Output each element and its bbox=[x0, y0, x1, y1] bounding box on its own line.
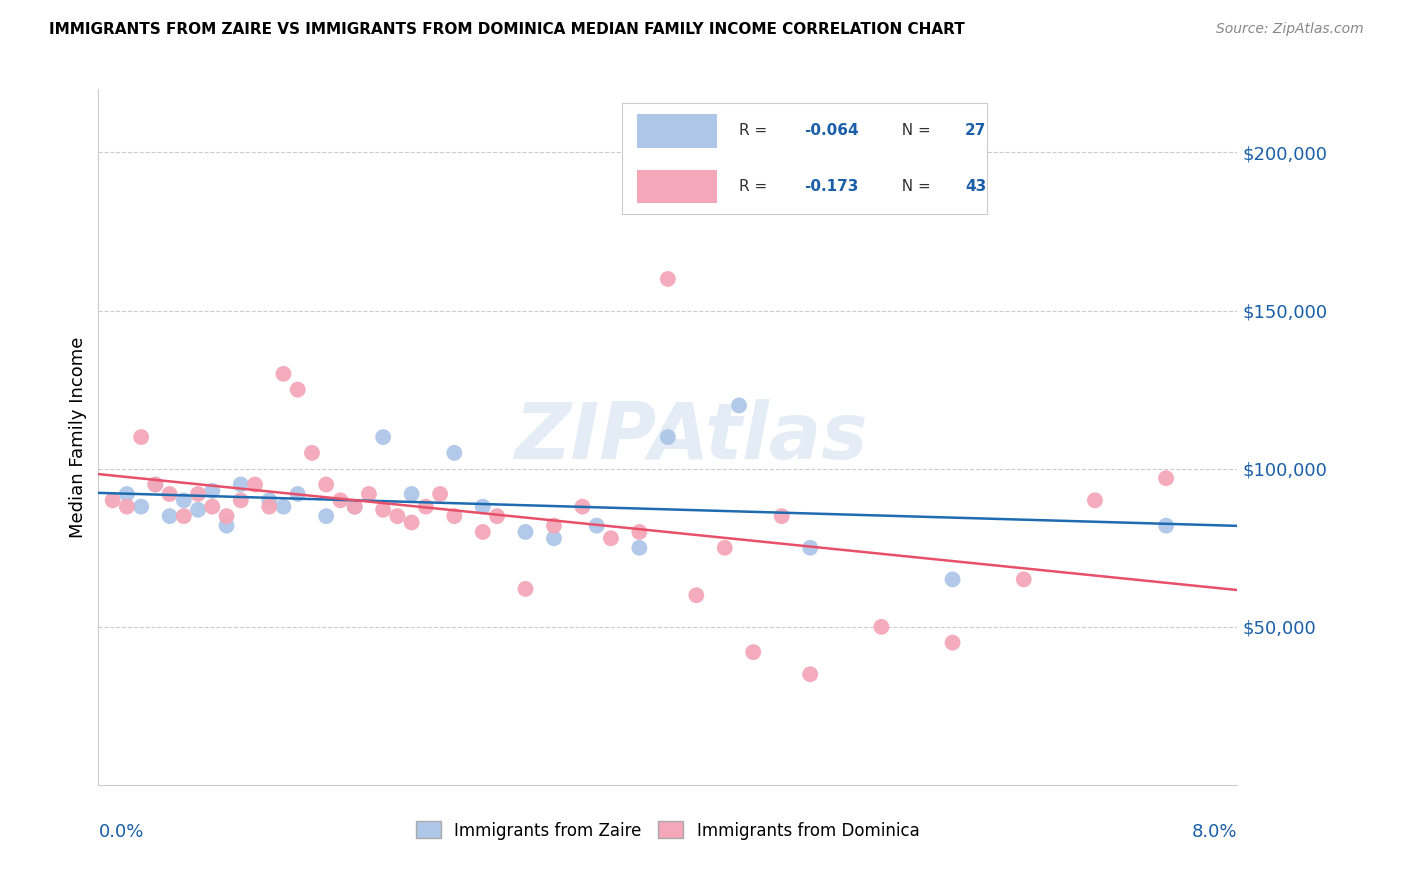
Point bbox=[443, 446, 465, 460]
Point bbox=[870, 620, 893, 634]
Point bbox=[471, 500, 494, 514]
Text: 8.0%: 8.0% bbox=[1192, 823, 1237, 841]
Point bbox=[315, 477, 337, 491]
Point bbox=[942, 573, 965, 587]
Point bbox=[628, 524, 651, 539]
Point bbox=[273, 367, 295, 381]
Y-axis label: Median Family Income: Median Family Income bbox=[69, 336, 87, 538]
Point bbox=[215, 509, 238, 524]
Text: ZIPAtlas: ZIPAtlas bbox=[513, 399, 868, 475]
Point bbox=[429, 487, 451, 501]
Point bbox=[515, 582, 537, 596]
Point bbox=[799, 541, 821, 555]
Point bbox=[145, 477, 167, 491]
Point bbox=[371, 430, 394, 444]
Point bbox=[799, 667, 821, 681]
Point bbox=[401, 487, 423, 501]
Point bbox=[728, 399, 751, 413]
Legend: Immigrants from Zaire, Immigrants from Dominica: Immigrants from Zaire, Immigrants from D… bbox=[409, 814, 927, 847]
Point bbox=[742, 645, 765, 659]
Point bbox=[685, 588, 707, 602]
Point bbox=[287, 383, 309, 397]
Point bbox=[343, 500, 366, 514]
Text: Source: ZipAtlas.com: Source: ZipAtlas.com bbox=[1216, 22, 1364, 37]
Point bbox=[657, 272, 679, 286]
Point bbox=[215, 518, 238, 533]
Point bbox=[287, 487, 309, 501]
Point bbox=[173, 493, 195, 508]
Point bbox=[201, 500, 224, 514]
Point bbox=[1084, 493, 1107, 508]
Point bbox=[159, 509, 181, 524]
Text: IMMIGRANTS FROM ZAIRE VS IMMIGRANTS FROM DOMINICA MEDIAN FAMILY INCOME CORRELATI: IMMIGRANTS FROM ZAIRE VS IMMIGRANTS FROM… bbox=[49, 22, 965, 37]
Point bbox=[443, 509, 465, 524]
Point bbox=[187, 503, 209, 517]
Point bbox=[942, 635, 965, 649]
Point bbox=[415, 500, 437, 514]
Point bbox=[770, 509, 793, 524]
Point bbox=[714, 541, 737, 555]
Point bbox=[201, 483, 224, 498]
Point bbox=[101, 493, 124, 508]
Point bbox=[600, 531, 623, 545]
Point bbox=[159, 487, 181, 501]
Point bbox=[129, 430, 152, 444]
Point bbox=[259, 500, 281, 514]
Point bbox=[571, 500, 593, 514]
Point bbox=[301, 446, 323, 460]
Point bbox=[371, 503, 394, 517]
Text: 0.0%: 0.0% bbox=[98, 823, 143, 841]
Point bbox=[229, 477, 252, 491]
Point bbox=[145, 477, 167, 491]
Point bbox=[259, 493, 281, 508]
Point bbox=[471, 524, 494, 539]
Point bbox=[387, 509, 409, 524]
Point bbox=[273, 500, 295, 514]
Point bbox=[401, 516, 423, 530]
Point bbox=[543, 518, 565, 533]
Point bbox=[657, 430, 679, 444]
Point bbox=[329, 493, 352, 508]
Point bbox=[1154, 471, 1177, 485]
Point bbox=[486, 509, 509, 524]
Point bbox=[243, 477, 266, 491]
Point bbox=[1012, 573, 1035, 587]
Point bbox=[515, 524, 537, 539]
Point bbox=[173, 509, 195, 524]
Point bbox=[543, 531, 565, 545]
Point bbox=[1154, 518, 1177, 533]
Point bbox=[229, 493, 252, 508]
Point bbox=[315, 509, 337, 524]
Point bbox=[357, 487, 380, 501]
Point bbox=[585, 518, 607, 533]
Point bbox=[115, 500, 138, 514]
Point bbox=[115, 487, 138, 501]
Point bbox=[628, 541, 651, 555]
Point bbox=[129, 500, 152, 514]
Point bbox=[343, 500, 366, 514]
Point bbox=[187, 487, 209, 501]
